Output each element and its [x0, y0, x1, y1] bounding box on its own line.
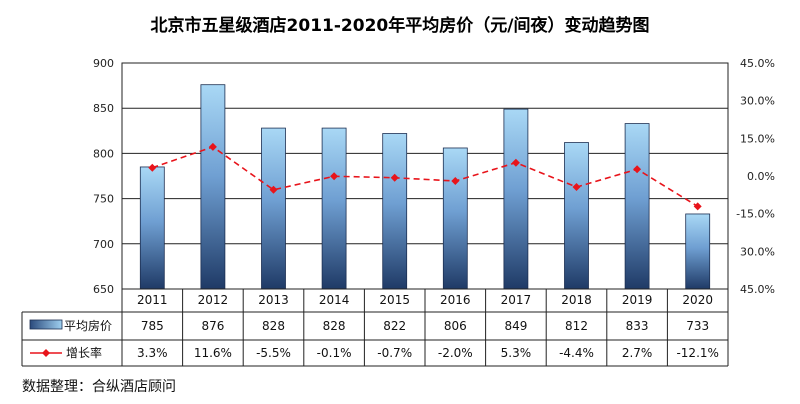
category-label: 2016	[440, 293, 471, 307]
bar-value-label: 828	[323, 319, 346, 333]
bar	[503, 108, 529, 290]
bar-value-label: 876	[201, 319, 224, 333]
growth-point	[693, 202, 702, 211]
bar-value-label: 822	[383, 319, 406, 333]
bar	[261, 127, 286, 290]
growth-value-label: 11.6%	[194, 346, 232, 360]
bar	[382, 133, 408, 290]
y-right-tick-label: 45.0%	[740, 57, 775, 70]
growth-point	[330, 172, 339, 181]
line-series	[148, 142, 702, 211]
bar	[624, 123, 650, 290]
category-label: 2017	[501, 293, 532, 307]
growth-point	[390, 173, 399, 182]
growth-point	[572, 183, 581, 192]
category-label: 2014	[319, 293, 350, 307]
source-note: 数据整理：合纵酒店顾问	[22, 379, 176, 395]
category-label: 2018	[561, 293, 592, 307]
legend-line-marker	[42, 349, 50, 357]
category-label: 2019	[622, 293, 653, 307]
growth-value-label: -4.4%	[559, 346, 594, 360]
y-right-tick-label: 0.0%	[747, 170, 775, 183]
growth-point	[511, 158, 520, 167]
y-left-tick-label: 700	[93, 238, 114, 251]
growth-point	[148, 163, 157, 172]
growth-value-label: -5.5%	[256, 346, 291, 360]
y-left-tick-label: 900	[93, 57, 114, 70]
growth-line	[152, 145, 699, 208]
growth-value-label: -2.0%	[438, 346, 473, 360]
y-left-tick-label: 750	[93, 193, 114, 206]
axes: 900 850 800 750 700 650 45.0% 30.0% 15.0% 0.0% -15…	[93, 57, 775, 296]
bar-value-label: 785	[141, 319, 164, 333]
chart-title: 北京市五星级酒店2011-2020年平均房价（元/间夜）变动趋势图	[151, 15, 650, 36]
bar-value-label: 849	[504, 319, 527, 333]
category-label: 2011	[137, 293, 168, 307]
y-right-tick-label: -15.0%	[736, 208, 775, 221]
y-left-tick-label: 800	[93, 147, 114, 160]
category-label: 2013	[258, 293, 289, 307]
bar	[200, 84, 226, 290]
bar-series	[139, 84, 711, 290]
growth-value-label: -0.7%	[377, 346, 412, 360]
bar-value-label: 833	[626, 319, 649, 333]
bar-value-label: 828	[262, 319, 285, 333]
growth-value-label: 2.7%	[622, 346, 653, 360]
y-right-tick-label: 15.0%	[740, 132, 775, 145]
data-table: 2011 2012 2013 2014 2015 2016 2017 2018 2019 2020…	[21, 288, 728, 367]
growth-value-label: -12.1%	[676, 346, 718, 360]
growth-point	[269, 185, 278, 194]
category-label: 2020	[682, 293, 713, 307]
bar	[564, 142, 589, 290]
y-right-tick-label: 45.0%	[740, 283, 775, 296]
bar	[139, 166, 165, 290]
y-right-tick-label: 30.0%	[740, 245, 775, 258]
bar-value-label: 812	[565, 319, 588, 333]
category-label: 2012	[198, 293, 229, 307]
growth-value-label: 5.3%	[501, 346, 532, 360]
growth-value-label: 3.3%	[137, 346, 168, 360]
growth-point	[208, 142, 217, 151]
category-label: 2015	[379, 293, 410, 307]
y-right-tick-label: 30.0%	[740, 95, 775, 108]
growth-point	[451, 177, 460, 186]
bar	[321, 127, 347, 290]
y-left-tick-label: 850	[93, 102, 114, 115]
bar	[442, 147, 468, 290]
legend-line-name: 增长率	[66, 345, 102, 360]
bar	[685, 213, 711, 290]
bar-value-label: 733	[686, 319, 709, 333]
growth-point	[633, 165, 642, 174]
growth-value-label: -0.1%	[317, 346, 352, 360]
y-left-tick-label: 650	[93, 283, 114, 296]
legend-bar-name: 平均房价	[64, 318, 112, 333]
bar-value-label: 806	[444, 319, 467, 333]
legend-bar-swatch	[29, 319, 63, 330]
